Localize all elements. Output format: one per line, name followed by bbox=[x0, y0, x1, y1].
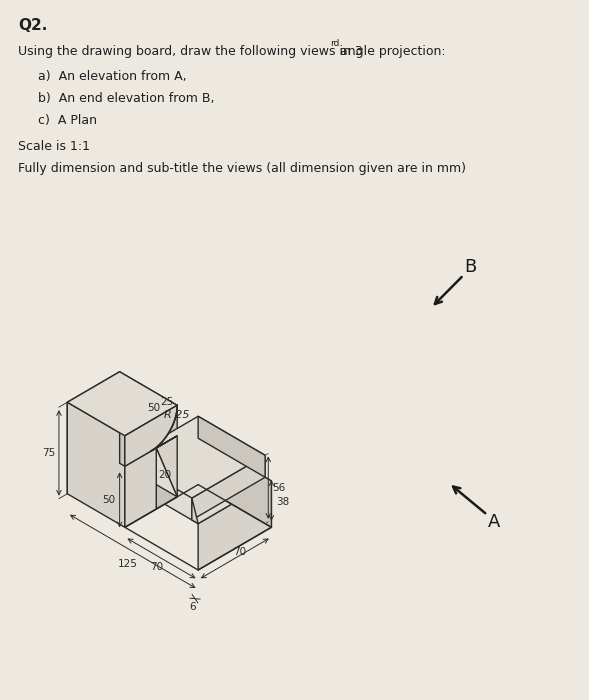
Text: 50: 50 bbox=[147, 403, 161, 413]
Text: Using the drawing board, draw the following views in 3: Using the drawing board, draw the follow… bbox=[18, 45, 363, 58]
Text: 20: 20 bbox=[158, 470, 171, 480]
Text: angle projection:: angle projection: bbox=[336, 45, 445, 58]
Text: 25: 25 bbox=[160, 398, 174, 407]
Text: 75: 75 bbox=[42, 448, 55, 458]
Text: rd: rd bbox=[330, 39, 339, 48]
Polygon shape bbox=[125, 405, 177, 466]
Text: R 25: R 25 bbox=[164, 410, 189, 420]
Text: 38: 38 bbox=[276, 498, 289, 508]
Text: Fully dimension and sub-title the views (all dimension given are in mm): Fully dimension and sub-title the views … bbox=[18, 162, 466, 175]
Polygon shape bbox=[135, 436, 177, 497]
Polygon shape bbox=[198, 438, 272, 527]
Text: 50: 50 bbox=[102, 495, 115, 505]
Text: B: B bbox=[465, 258, 477, 276]
Polygon shape bbox=[125, 405, 177, 527]
Polygon shape bbox=[156, 448, 177, 509]
Text: 56: 56 bbox=[273, 483, 286, 493]
Polygon shape bbox=[192, 455, 265, 520]
Polygon shape bbox=[198, 481, 272, 570]
Text: 6: 6 bbox=[190, 602, 196, 612]
Polygon shape bbox=[198, 416, 265, 477]
Polygon shape bbox=[67, 402, 125, 527]
Text: 70: 70 bbox=[233, 547, 246, 557]
Polygon shape bbox=[67, 372, 120, 494]
Polygon shape bbox=[135, 436, 156, 509]
Text: 70: 70 bbox=[150, 562, 163, 573]
Polygon shape bbox=[120, 372, 177, 497]
Text: 125: 125 bbox=[118, 559, 138, 569]
Text: b)  An end elevation from B,: b) An end elevation from B, bbox=[38, 92, 214, 105]
Polygon shape bbox=[125, 416, 265, 498]
Text: A: A bbox=[488, 513, 501, 531]
Polygon shape bbox=[67, 372, 177, 436]
Text: Q2.: Q2. bbox=[18, 18, 47, 33]
Polygon shape bbox=[125, 438, 272, 524]
Text: Scale is 1:1: Scale is 1:1 bbox=[18, 140, 90, 153]
Text: a)  An elevation from A,: a) An elevation from A, bbox=[38, 70, 186, 83]
Polygon shape bbox=[192, 498, 198, 524]
Polygon shape bbox=[125, 448, 156, 527]
Text: c)  A Plan: c) A Plan bbox=[38, 114, 97, 127]
Polygon shape bbox=[135, 436, 156, 497]
